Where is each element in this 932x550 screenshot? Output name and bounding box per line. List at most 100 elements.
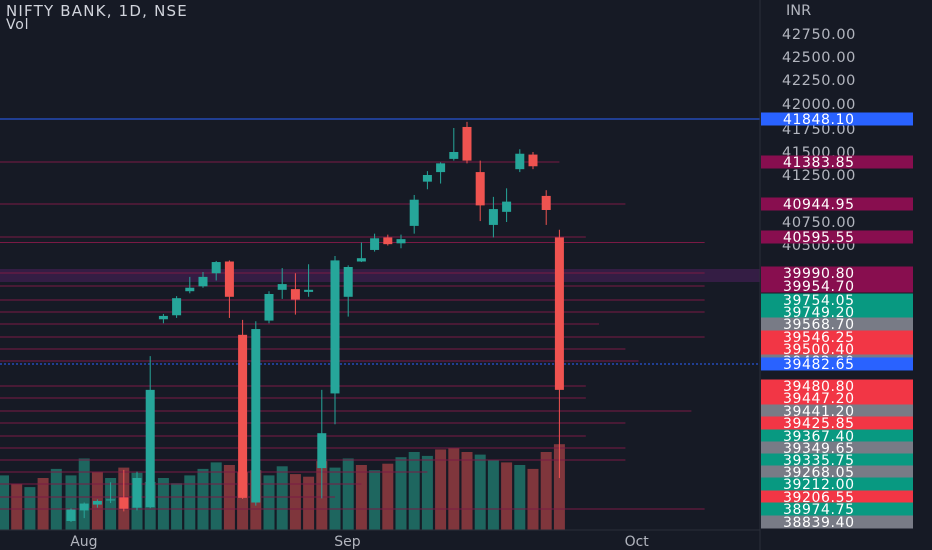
volume-bar [382,463,394,530]
candle-body [158,315,168,320]
price-label-text: 39500.40 [783,342,855,358]
candles-layer [66,121,564,522]
candle-body [449,152,459,159]
level-lines-layer [0,118,760,510]
price-label-box [761,279,913,293]
candle-body [488,209,498,225]
volume-bar [435,449,447,530]
price-tick-label: 40750.00 [782,215,856,231]
volume-bar [461,452,473,530]
volume-legend[interactable]: Vol [6,17,30,33]
price-label-box [761,502,913,516]
volume-bar [78,458,90,530]
candle-body [554,237,564,390]
candle-body [251,329,261,503]
volume-bar [197,468,209,530]
price-label-text: 39447.20 [783,391,855,407]
price-label-text: 39367.40 [783,429,855,445]
volume-bar [105,478,117,530]
volume-bar [329,467,341,530]
candle-body [330,260,340,394]
price-label-text: 39546.25 [783,330,855,346]
price-label-text: 39568.70 [783,317,855,333]
candle-body [396,239,406,244]
candle-body [277,284,287,290]
price-label-box [761,429,913,443]
volume-bar [501,462,513,530]
candle-body [211,262,221,274]
symbol-title[interactable]: NIFTY BANK, 1D, NSE [6,2,188,20]
volume-bar [342,458,354,530]
price-label-box [761,342,913,356]
price-label-text: 38974.75 [783,502,855,518]
volume-bar [514,465,526,530]
candle-body [528,154,538,167]
volume-bar [527,468,539,530]
candle-body [422,175,432,182]
candle-body [185,287,195,292]
price-label-box [761,293,913,307]
volume-bar [37,478,49,530]
candle-body [172,298,182,316]
price-label-text: 39954.70 [783,279,855,295]
price-label-box [761,330,913,344]
volume-bar [210,462,222,530]
volume-bar [184,475,196,530]
volume-bar [395,457,407,530]
price-axis[interactable]: 42750.00 42500.00 42250.00 42000.00 41750.00… [782,3,856,254]
candle-body [409,199,419,226]
price-label-text: 39754.05 [783,293,855,309]
price-label-box [761,379,913,393]
volume-bar [11,484,23,530]
price-tick-label: 42500.00 [782,50,856,66]
price-tick-label: 42750.00 [782,27,856,43]
candle-body [92,500,102,505]
volume-bar [50,468,62,530]
price-label-box [761,357,913,371]
candle-body [462,126,472,161]
volume-bar [157,478,169,530]
price-label-text: 39425.85 [783,416,855,432]
price-label-text: 39268.05 [783,465,855,481]
volume-bar [0,475,9,530]
candle-body [383,237,393,245]
price-label-text: 39441.20 [783,404,855,420]
volume-bar [421,455,433,530]
price-label-text: 38839.40 [783,515,855,531]
candle-body [145,389,155,508]
price-label-text: 39990.80 [783,266,855,282]
volume-bar [303,476,315,530]
time-axis[interactable]: Aug Sep Oct [70,534,649,550]
volume-bar [276,466,288,530]
price-label-box [761,441,913,455]
candle-body [132,478,142,508]
volume-bar [171,483,183,530]
candle-body [290,289,300,300]
volume-bar [289,474,301,530]
price-label-box [761,317,913,331]
volume-bar [408,452,420,530]
candle-body [475,172,485,206]
volume-layer [0,444,565,530]
candle-body [66,509,76,521]
time-tick-label: Oct [625,534,650,550]
volume-bar [553,444,565,530]
price-label-box [761,416,913,430]
price-tick-label: 42250.00 [782,73,856,89]
price-label-box [761,266,913,280]
candle-body [343,266,353,297]
volume-bar [263,475,275,530]
price-tick-label: 41750.00 [782,122,856,138]
volume-bar [474,454,486,530]
candle-body [370,238,380,250]
currency-label: INR [786,3,811,19]
price-label-text: 41848.10 [783,112,855,128]
candle-body [224,261,234,297]
price-label-text: 39480.80 [783,379,855,395]
price-label-text: 40944.95 [783,197,855,213]
candle-body [304,289,314,292]
volume-bar [237,471,249,530]
price-label-text: 39349.65 [783,441,855,457]
time-tick-label: Aug [70,534,97,550]
